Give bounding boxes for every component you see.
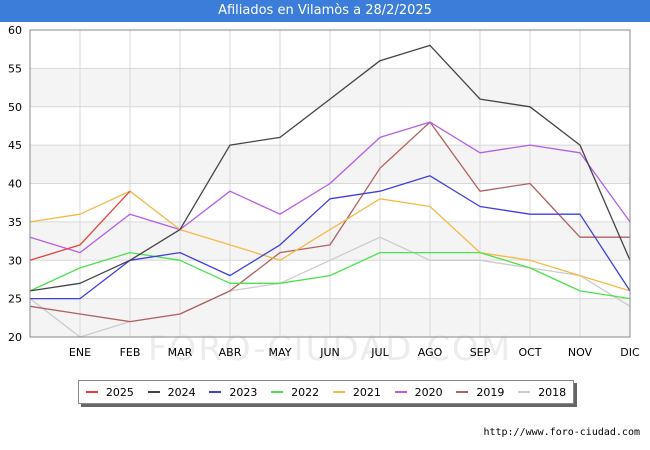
- x-tick-label: ENE: [69, 346, 91, 359]
- legend-item-2019: 2019: [456, 386, 504, 399]
- y-tick-label: 20: [8, 331, 22, 344]
- y-tick-label: 30: [8, 254, 22, 267]
- legend-swatch: [85, 391, 98, 393]
- x-tick-label: FEB: [120, 346, 141, 359]
- source-url: http://www.foro-ciudad.com: [483, 427, 640, 438]
- x-tick-labels: ENE FEB MAR ABR MAY JUN JUL AGO SEP OCT NOV DIC: [69, 346, 640, 359]
- y-tick-label: 60: [8, 24, 22, 37]
- x-tick-label: MAY: [269, 346, 292, 359]
- x-tick-label: AGO: [418, 346, 443, 359]
- legend-label: 2024: [167, 385, 196, 399]
- y-tick-label: 25: [8, 293, 22, 306]
- legend-item-2022: 2022: [271, 386, 319, 399]
- legend-label: 2019: [476, 385, 505, 399]
- chart-title: Afiliados en Vilamòs a 28/2/2025: [0, 0, 650, 22]
- legend-swatch: [394, 391, 407, 393]
- y-tick-label: 45: [8, 139, 22, 152]
- legend-label: 2023: [229, 385, 258, 399]
- watermark: FORO-CIUDAD.COM: [148, 329, 512, 369]
- legend-label: 2021: [352, 385, 381, 399]
- x-tick-label: ABR: [219, 346, 242, 359]
- series-line-2024: [29, 44, 631, 292]
- legend-swatch: [332, 391, 345, 393]
- y-tick-label: 50: [8, 101, 22, 114]
- legend-swatch: [209, 391, 222, 393]
- y-tick-label: 55: [8, 62, 22, 75]
- legend-label: 2018: [538, 385, 567, 399]
- series-line-2022: [29, 251, 631, 300]
- y-tick-label: 35: [8, 216, 22, 229]
- x-tick-label: MAR: [168, 346, 193, 359]
- series-lines: [29, 44, 631, 338]
- x-tick-label: OCT: [518, 346, 541, 359]
- legend-label: 2020: [414, 385, 443, 399]
- legend-item-2020: 2020: [394, 385, 443, 399]
- legend-item-2021: 2021: [332, 385, 381, 399]
- legend-label: 2022: [291, 385, 320, 399]
- x-tick-label: SEP: [470, 346, 491, 359]
- legend-item-2023: 2023: [209, 386, 257, 399]
- legend-item-2024: 2024: [147, 385, 196, 399]
- legend-swatch: [456, 391, 469, 393]
- y-tick-labels: 20 25 30 35 40 45 50 55 60: [8, 24, 22, 344]
- x-tick-label: JUN: [319, 346, 340, 359]
- legend-swatch: [147, 391, 160, 393]
- legend-item-2025: 2025: [85, 385, 134, 399]
- plot-frame: [29, 29, 631, 338]
- series-line-2025: [29, 190, 131, 261]
- legend-item-2018: 2018: [518, 386, 566, 399]
- legend-swatch: [271, 391, 284, 393]
- series-line-2019: [29, 121, 630, 323]
- legend-swatch: [518, 391, 531, 393]
- legend: 2025 2024 2023 2022 2021 2020 2019 2018: [78, 380, 574, 404]
- y-tick-label: 40: [8, 178, 22, 191]
- series-line-2020: [29, 121, 631, 254]
- x-tick-label: DIC: [620, 346, 640, 359]
- x-tick-label: NOV: [568, 346, 593, 359]
- x-tick-label: JUL: [370, 346, 389, 359]
- legend-label: 2025: [105, 385, 134, 399]
